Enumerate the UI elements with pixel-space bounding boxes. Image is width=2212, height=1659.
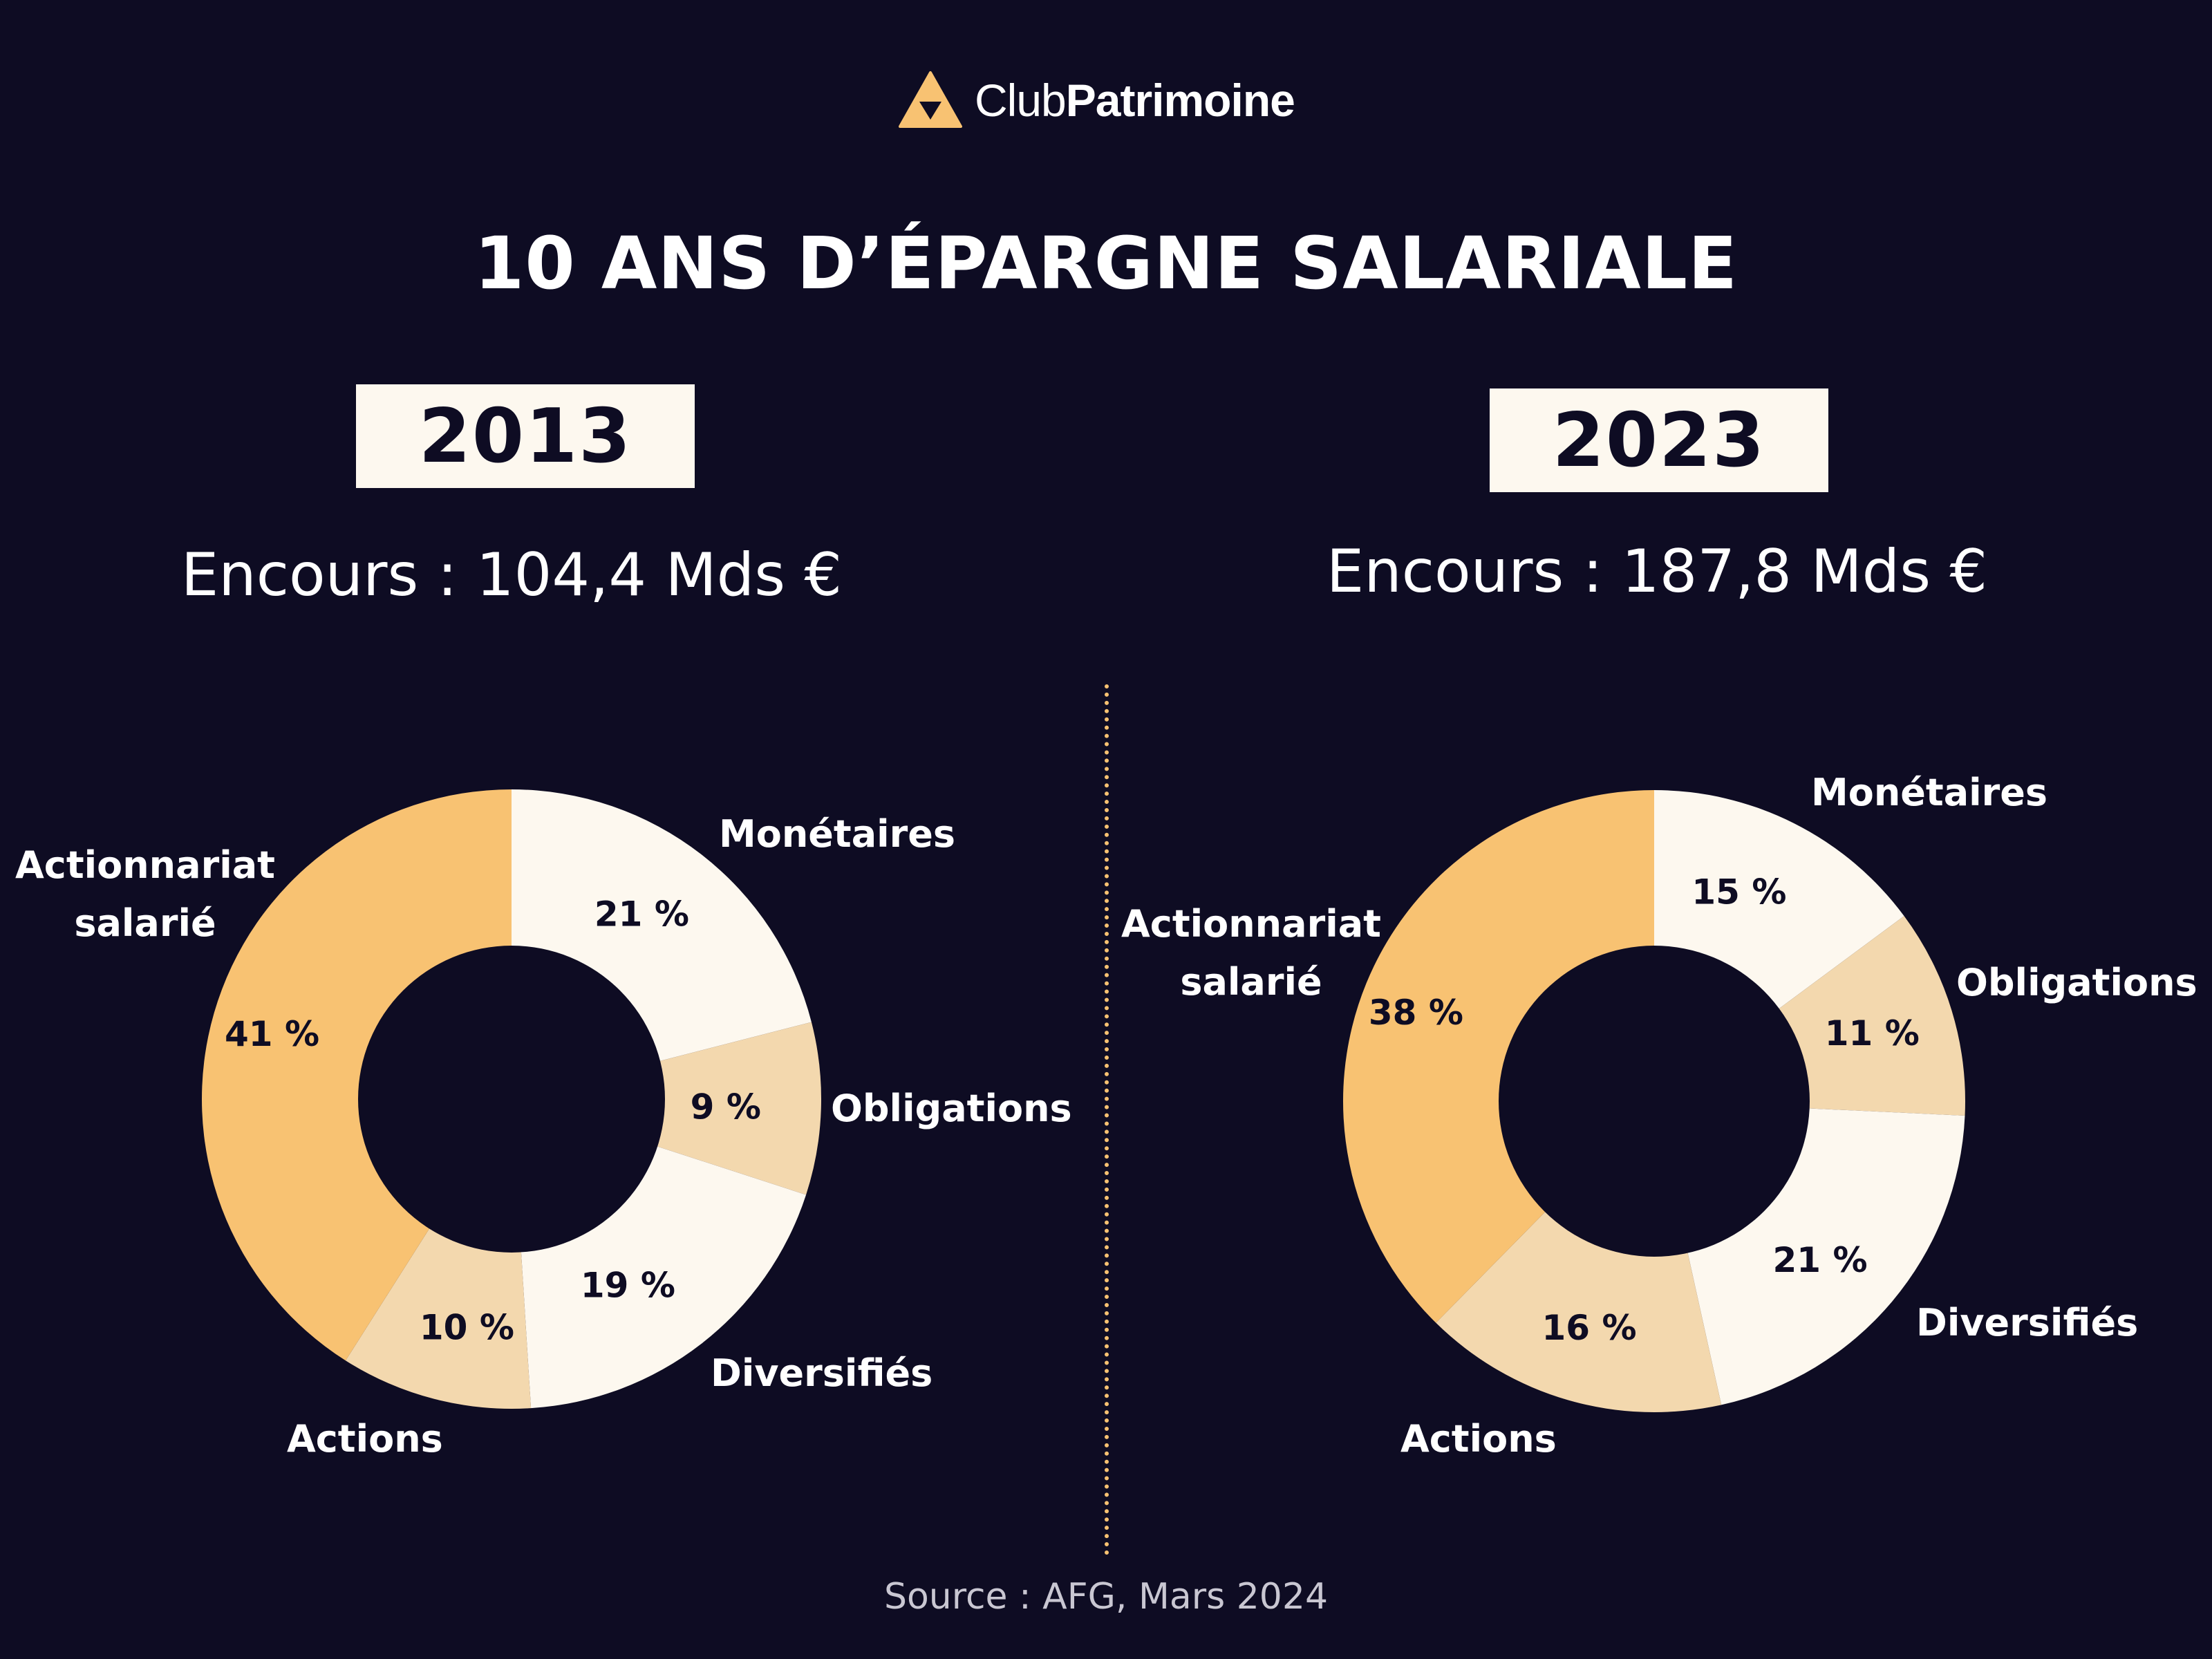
donut-chart-2023: 15 % 11 % 21 % 16 % 38 % Monétaires Obligation… bbox=[1121, 771, 2197, 1461]
pct-label-0-2023: 15 % bbox=[1691, 872, 1786, 912]
category-label-2-2023: Diversifiés bbox=[1916, 1301, 2138, 1344]
donut-chart-2013: 21 % 9 % 19 % 10 % 41 % Monétaires Obligations… bbox=[15, 789, 1072, 1461]
category-label-3-2023: Actions bbox=[1400, 1417, 1557, 1461]
pct-label-1-2013: 9 % bbox=[691, 1087, 761, 1127]
pct-label-1-2023: 11 % bbox=[1825, 1013, 1920, 1053]
logo-text-patrimoine: Patrimoine bbox=[1065, 75, 1295, 126]
category-label-1-2013: Obligations bbox=[831, 1087, 1072, 1130]
pct-label-4-2013: 41 % bbox=[225, 1014, 319, 1054]
slice-actionnariat-salarié-2023 bbox=[1343, 790, 1654, 1323]
year-label-2023: 2023 bbox=[1552, 397, 1766, 484]
donut-hole-2013 bbox=[358, 946, 665, 1253]
encours-2023: Encours : 187,8 Mds € bbox=[1326, 537, 1988, 606]
donut-hole-2023 bbox=[1499, 946, 1810, 1257]
pct-label-4-2023: 38 % bbox=[1369, 993, 1463, 1033]
pct-label-2-2013: 19 % bbox=[581, 1266, 675, 1306]
encours-2013: Encours : 104,4 Mds € bbox=[180, 541, 843, 610]
logo-triangle-icon bbox=[899, 71, 962, 128]
category-label-4-2023: Actionnariat salarié bbox=[1121, 902, 1381, 1004]
category-label-4-2013: Actionnariat salarié bbox=[15, 843, 275, 945]
category-label-0-2023: Monétaires bbox=[1811, 771, 2047, 814]
slice-obligations-2013 bbox=[512, 1022, 821, 1195]
club-patrimoine-logo: ClubPatrimoine bbox=[899, 69, 1295, 131]
pct-label-2-2023: 21 % bbox=[1773, 1240, 1868, 1280]
category-label-1-2023: Obligations bbox=[1956, 961, 2197, 1004]
year-box-2023: 2023 bbox=[1490, 388, 1828, 492]
pct-label-3-2023: 16 % bbox=[1542, 1308, 1637, 1348]
pct-label-0-2013: 21 % bbox=[594, 894, 689, 934]
pct-label-3-2013: 10 % bbox=[420, 1307, 514, 1347]
category-label-0-2013: Monétaires bbox=[719, 812, 955, 856]
year-label-2013: 2013 bbox=[418, 393, 632, 480]
source-note: Source : AFG, Mars 2024 bbox=[883, 1576, 1329, 1618]
logo-wordmark: ClubPatrimoine bbox=[975, 74, 1295, 126]
page-title: 10 ANS D’ÉPARGNE SALARIALE bbox=[474, 221, 1738, 306]
logo-text-club: Club bbox=[975, 75, 1067, 126]
year-box-2013: 2013 bbox=[356, 384, 695, 488]
category-label-3-2013: Actions bbox=[287, 1417, 443, 1461]
category-label-2-2013: Diversifiés bbox=[711, 1351, 932, 1395]
dotted-divider bbox=[1105, 684, 1109, 1555]
